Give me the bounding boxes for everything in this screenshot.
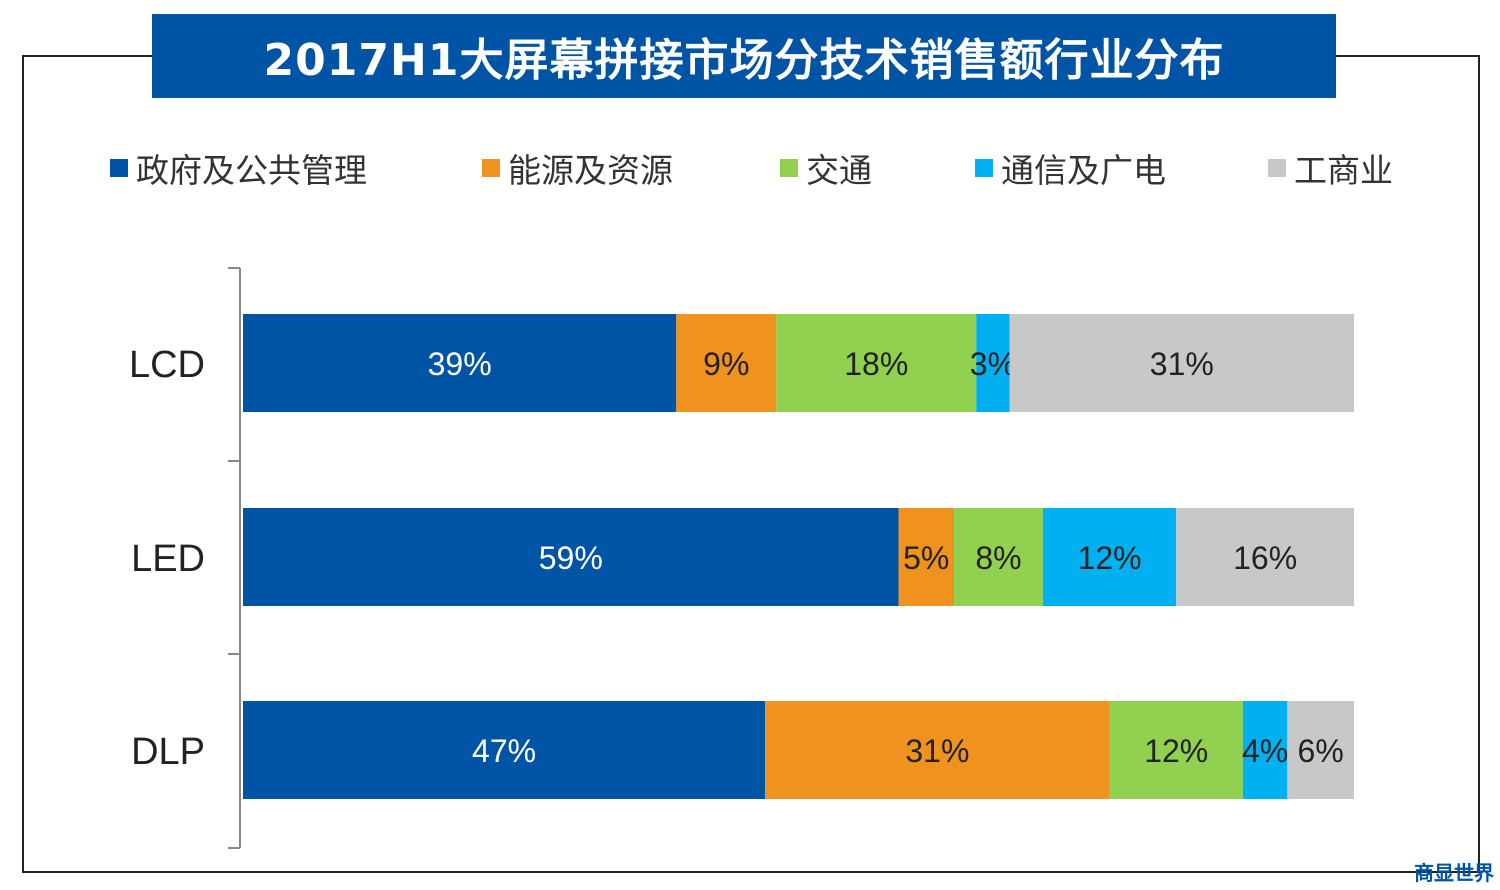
legend-item-commerce: 工商业	[1268, 148, 1393, 190]
legend-swatch-government	[110, 159, 128, 177]
data-label-dlp-4: 6%	[1298, 733, 1344, 769]
bar-segment-dlp-0	[243, 701, 766, 799]
bar-segment-led-4	[1176, 508, 1354, 606]
data-label-led-3: 12%	[1078, 540, 1142, 576]
legend-label-telecom: 通信及广电	[1001, 151, 1166, 190]
chart-title: 2017H1大屏幕拼接市场分技术销售额行业分布	[152, 14, 1336, 98]
legend-label-commerce: 工商业	[1294, 151, 1393, 190]
legend-swatch-commerce	[1268, 159, 1286, 177]
bar-segment-dlp-2	[1109, 701, 1243, 799]
bar-segment-led-0	[243, 508, 899, 606]
bar-segment-dlp-3	[1242, 701, 1288, 799]
data-label-lcd-2: 18%	[844, 346, 908, 382]
bar-segment-led-2	[954, 508, 1043, 606]
legend-label-government: 政府及公共管理	[136, 151, 367, 190]
data-label-dlp-2: 12%	[1144, 733, 1208, 769]
data-label-dlp-0: 47%	[472, 733, 536, 769]
legend-label-energy: 能源及资源	[508, 151, 673, 190]
legend-swatch-telecom	[975, 159, 993, 177]
bar-segment-dlp-1	[765, 701, 1110, 799]
legend-item-energy: 能源及资源	[482, 148, 673, 190]
legend-swatch-energy	[482, 159, 500, 177]
bar-segment-lcd-3	[976, 314, 1010, 412]
legend-item-telecom: 通信及广电	[975, 148, 1166, 190]
legend-label-transport: 交通	[806, 151, 872, 190]
data-label-led-4: 16%	[1233, 540, 1297, 576]
bar-segment-lcd-0	[243, 314, 677, 412]
data-label-lcd-1: 9%	[703, 346, 749, 382]
data-label-lcd-0: 39%	[428, 346, 492, 382]
legend-item-transport: 交通	[780, 148, 872, 190]
data-label-led-1: 5%	[903, 540, 949, 576]
data-label-dlp-3: 4%	[1242, 733, 1288, 769]
legend-item-government: 政府及公共管理	[110, 148, 367, 190]
data-label-lcd-4: 31%	[1150, 346, 1214, 382]
data-label-dlp-1: 31%	[905, 733, 969, 769]
bar-segment-lcd-2	[776, 314, 977, 412]
bar-segment-lcd-4	[1009, 314, 1354, 412]
legend: 政府及公共管理 能源及资源 交通 通信及广电 工商业	[110, 148, 1430, 190]
bar-segment-dlp-4	[1287, 701, 1354, 799]
data-label-led-2: 8%	[975, 540, 1021, 576]
data-label-led-0: 59%	[539, 540, 603, 576]
category-label-lcd: LCD	[129, 344, 205, 386]
watermark-logo: 商显世界	[1414, 861, 1494, 885]
category-label-dlp: DLP	[131, 731, 205, 773]
bar-segment-lcd-1	[676, 314, 777, 412]
data-label-lcd-3: 3%	[970, 346, 1016, 382]
category-label-led: LED	[131, 538, 205, 580]
bar-segment-led-1	[898, 508, 955, 606]
legend-swatch-transport	[780, 159, 798, 177]
bar-segment-led-3	[1042, 508, 1177, 606]
